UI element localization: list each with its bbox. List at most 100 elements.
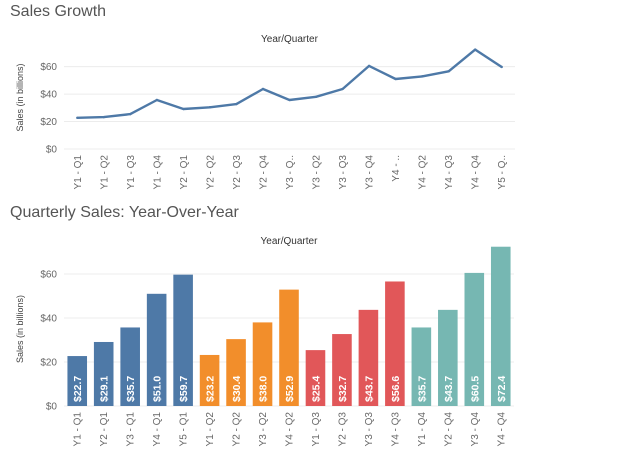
bar [226, 339, 246, 406]
line-chart-xtick: Y3 - Q.. [285, 155, 296, 189]
bar-chart-xtick: Y3 - Q3 [364, 412, 375, 447]
bar [199, 354, 220, 406]
line-chart-xtick: Y2 - Q1 [179, 155, 190, 190]
line-chart-xtick: Y4 - Q4 [471, 155, 482, 190]
bar-chart-xtick: Y1 - Q2 [205, 412, 216, 447]
bar-data-label: $72.4 [496, 376, 508, 402]
bar [146, 293, 167, 406]
line-chart-xtick: Y3 - Q4 [365, 155, 376, 190]
bar [305, 350, 326, 406]
bar-data-label: $38.0 [258, 376, 270, 402]
bar-data-label: $51.0 [152, 376, 164, 402]
bar-data-label: $56.6 [390, 376, 402, 402]
line-chart-point [155, 98, 159, 102]
line-chart-point [208, 106, 212, 109]
bar-chart-xtick: Y4 - Q2 [285, 412, 296, 447]
bar [490, 246, 511, 406]
bar-chart-xtick: Y1 - Q3 [311, 412, 322, 447]
bar-chart-ytick: $0 [46, 402, 58, 413]
bar [120, 327, 140, 406]
line-chart-point [261, 87, 265, 91]
line-chart-point [288, 98, 291, 102]
bar-data-label: $59.7 [178, 376, 190, 402]
bar [93, 341, 114, 406]
bar-chart-xtick: Y4 - Q1 [152, 412, 163, 447]
line-chart-point [235, 102, 238, 106]
line-chart-point [447, 70, 450, 73]
line-chart-xtick: Y2 - Q4 [258, 155, 269, 190]
line-chart-xtick: Y1 - Q4 [152, 155, 163, 190]
bar-chart-ytick: $60 [40, 270, 57, 281]
bar-chart-xtick: Y4 - Q3 [390, 412, 401, 447]
bar-chart-xtick: Y3 - Q2 [258, 412, 269, 447]
line-chart-xtick: Y3 - Q2 [312, 155, 323, 190]
line-chart-xtick: Y2 - Q2 [205, 155, 216, 190]
bar-data-label: $22.7 [72, 376, 84, 402]
line-chart-xtick: Y4 - Q2 [418, 155, 429, 190]
bar-chart-ylabel: Sales (in billions) [15, 295, 25, 363]
bar-chart-title: Quarterly Sales: Year-Over-Year [10, 204, 239, 221]
bar-chart-xtick: Y3 - Q4 [470, 412, 481, 447]
line-chart-ylabel: Sales (in billions) [15, 63, 25, 131]
line-chart-xtick: Y4 - .. [391, 155, 402, 182]
line-chart-title: Sales Growth [10, 3, 107, 20]
sales-growth-line-chart: Year/Quarter Sales (in billions) $0 $20 $40 $… [15, 34, 515, 190]
bar-chart-xtick: Y4 - Q4 [496, 412, 507, 447]
bar-chart-xtick: Y2 - Q4 [443, 412, 454, 447]
line-chart-xlabel: Year/Quarter [261, 34, 319, 45]
bar-data-label: $35.7 [125, 376, 137, 402]
bar-data-label: $23.2 [205, 376, 217, 402]
bar-data-label: $43.7 [443, 376, 455, 402]
bar-data-label: $29.1 [99, 376, 111, 402]
bar [464, 272, 485, 406]
line-chart-point [500, 65, 503, 69]
bar [252, 322, 273, 406]
bar [411, 327, 432, 406]
line-chart-ytick: $60 [40, 62, 57, 73]
bar-chart-xtick: Y2 - Q3 [337, 412, 348, 447]
bar-chart-xlabel: Year/Quarter [261, 236, 319, 247]
line-chart-xtick: Y1 - Q2 [99, 155, 110, 190]
line-chart-point [341, 87, 344, 91]
quarterly-sales-bar-chart: Year/Quarter Sales (in billions) $0 $20 $40 $… [15, 236, 514, 447]
bar-chart-ytick: $40 [40, 314, 57, 325]
line-chart-ytick: $0 [46, 145, 58, 156]
line-chart-xtick: Y5 - Q.. [497, 155, 508, 189]
bar [173, 274, 193, 406]
bar [438, 309, 458, 406]
bar-data-label: $43.7 [363, 376, 375, 402]
line-chart-xtick: Y1 - Q3 [126, 155, 137, 190]
line-chart-series-line [77, 48, 503, 119]
line-chart-point [314, 95, 318, 99]
bar-chart-xtick: Y5 - Q1 [179, 412, 190, 447]
bar-data-label: $32.7 [337, 376, 349, 402]
line-chart-xtick: Y4 - Q3 [444, 155, 455, 190]
line-chart-ytick: $40 [40, 90, 57, 101]
bar-chart-xtick: Y1 - Q1 [73, 412, 84, 447]
bar-chart-xtick: Y2 - Q2 [232, 412, 243, 447]
line-chart-point [76, 116, 79, 120]
line-chart-point [394, 77, 397, 81]
bar-data-label: $35.7 [416, 376, 428, 402]
bar-data-label: $25.4 [310, 376, 322, 402]
bar-data-label: $52.9 [284, 376, 296, 402]
bar-chart-xtick: Y2 - Q1 [99, 412, 110, 447]
line-chart-point [102, 115, 105, 119]
bar-chart-xtick: Y3 - Q1 [126, 412, 137, 447]
bar-data-label: $60.5 [469, 376, 481, 402]
bar [279, 289, 299, 406]
line-chart-point [474, 48, 477, 51]
line-chart-ytick: $20 [40, 117, 57, 128]
bar [385, 281, 405, 406]
line-chart-xtick: Y2 - Q3 [232, 155, 243, 190]
line-chart-xtick: Y1 - Q1 [73, 155, 84, 190]
line-chart-point [129, 112, 132, 116]
line-chart-xtick: Y3 - Q3 [338, 155, 349, 190]
bar-chart-xtick: Y1 - Q4 [417, 412, 428, 447]
bar [358, 309, 379, 406]
bar-data-label: $30.4 [231, 376, 243, 402]
line-chart-point [367, 64, 371, 68]
line-chart-point [420, 75, 424, 78]
bar-chart-ytick: $20 [40, 358, 57, 369]
bar [67, 356, 88, 406]
